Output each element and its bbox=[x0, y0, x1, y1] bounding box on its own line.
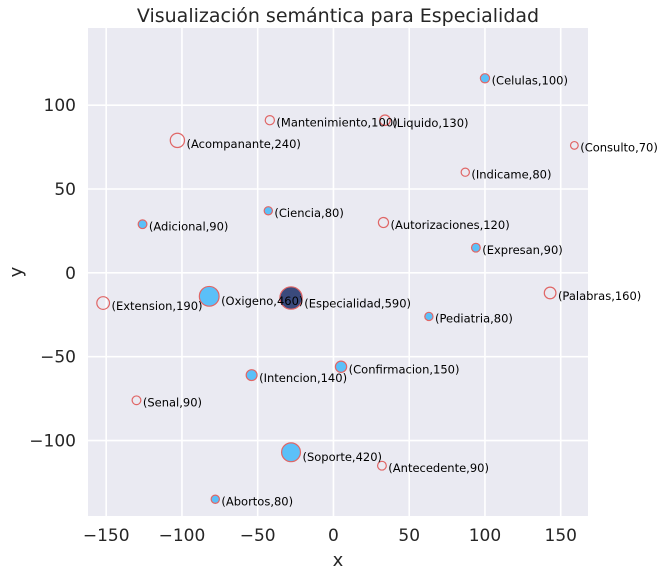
data-label: (Ciencia,80) bbox=[274, 206, 343, 220]
data-labels: (Especialidad,590) (Celulas,100) (Mantenim… bbox=[111, 74, 657, 509]
data-point bbox=[210, 494, 220, 504]
data-point bbox=[470, 242, 481, 253]
data-point bbox=[264, 115, 276, 126]
data-label: (Expresan,90) bbox=[482, 243, 563, 257]
plot-area bbox=[88, 28, 588, 516]
data-point bbox=[131, 395, 142, 406]
x-axis-ticks: −150 −100 −50 0 50 100 150 bbox=[83, 526, 577, 546]
y-tick-label: −100 bbox=[29, 432, 76, 452]
data-point bbox=[169, 132, 186, 149]
y-tick-label: −50 bbox=[40, 348, 76, 368]
y-axis-label: y bbox=[6, 266, 27, 277]
data-point bbox=[245, 369, 258, 382]
data-label: (Antecedente,90) bbox=[388, 461, 489, 475]
x-tick-label: 0 bbox=[328, 526, 339, 546]
y-axis-ticks: −100 −50 0 50 100 bbox=[29, 96, 76, 451]
data-label: (Abortos,80) bbox=[221, 494, 293, 508]
data-label: (Senal,90) bbox=[143, 395, 202, 409]
data-point bbox=[377, 216, 390, 229]
data-point bbox=[281, 442, 302, 463]
data-label: (Confirmacion,150) bbox=[349, 363, 460, 377]
y-tick-label: 0 bbox=[65, 264, 76, 284]
grid bbox=[88, 28, 588, 516]
y-tick-label: 50 bbox=[54, 180, 76, 200]
data-label: (Liquido,130) bbox=[392, 116, 468, 130]
data-point bbox=[460, 167, 470, 177]
data-point bbox=[198, 285, 220, 307]
x-tick-label: −150 bbox=[83, 526, 130, 546]
x-tick-label: −50 bbox=[240, 526, 276, 546]
y-tick-label: 100 bbox=[44, 96, 76, 116]
data-label: (Adicional,90) bbox=[149, 219, 229, 233]
data-label: (Pediatria,80) bbox=[435, 311, 513, 325]
data-label: (Mantenimiento,100) bbox=[276, 116, 397, 130]
x-tick-label: 150 bbox=[545, 526, 577, 546]
data-point bbox=[379, 114, 391, 127]
data-point bbox=[479, 73, 491, 84]
data-point bbox=[263, 206, 274, 216]
data-label: (Especialidad,590) bbox=[304, 297, 411, 311]
data-label: (Consulto,70) bbox=[580, 140, 658, 154]
x-tick-label: 50 bbox=[398, 526, 420, 546]
data-label: (Acompanante,240) bbox=[187, 137, 301, 151]
data-point bbox=[137, 219, 148, 230]
data-label: (Celulas,100) bbox=[492, 74, 568, 88]
data-label: (Autorizaciones,120) bbox=[390, 218, 509, 232]
data-point bbox=[96, 296, 111, 310]
data-label: (Palabras,160) bbox=[558, 289, 641, 303]
data-point bbox=[543, 286, 557, 300]
data-point bbox=[376, 460, 387, 471]
data-point bbox=[424, 311, 434, 322]
data-points bbox=[96, 73, 579, 504]
data-point bbox=[569, 140, 579, 150]
data-point bbox=[279, 286, 303, 310]
data-label: (Intencion,140) bbox=[259, 371, 347, 385]
data-label: (Extension,190) bbox=[111, 299, 202, 313]
x-axis-label: x bbox=[333, 550, 344, 571]
x-tick-label: 100 bbox=[469, 526, 501, 546]
data-point bbox=[334, 360, 348, 373]
x-tick-label: −100 bbox=[159, 526, 206, 546]
chart-title: Visualización semántica para Especialida… bbox=[137, 5, 539, 27]
data-label: (Indicame,80) bbox=[471, 167, 551, 181]
data-label: (Soporte,420) bbox=[302, 450, 382, 464]
data-label: (Oxigeno,460) bbox=[221, 294, 303, 308]
